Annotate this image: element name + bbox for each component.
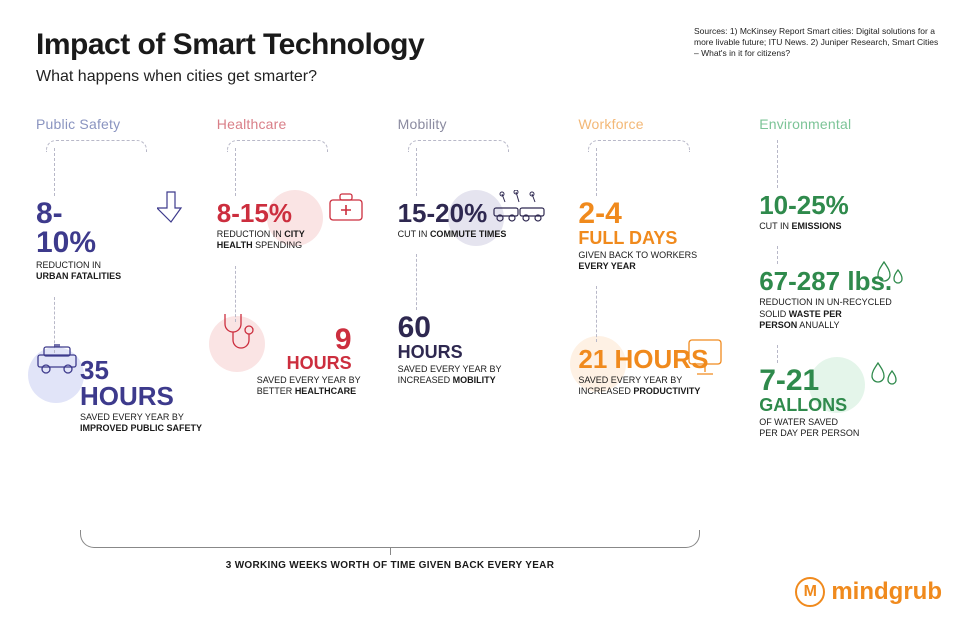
stat-value: 35 HOURS (80, 357, 205, 409)
connector-branch (408, 140, 509, 152)
droplets-icon (874, 258, 908, 299)
stat-description: SAVED EVERY YEAR BYIMPROVED PUBLIC SAFET… (80, 412, 205, 435)
connector-branch (588, 140, 689, 152)
page-subtitle: What happens when cities get smarter? (36, 68, 970, 86)
logo-bulb-icon: M (795, 577, 825, 607)
stat-value-line: FULL DAYS (578, 229, 747, 247)
stat-description: REDUCTION IN CITYHEALTH SPENDING (217, 229, 367, 252)
stat-block: 15-20%CUT IN COMMUTE TIMES (398, 196, 567, 254)
column-title: Mobility (398, 116, 567, 132)
stat-block: 60HOURS SAVED EVERY YEAR BYINCREASED MOBI… (398, 310, 567, 400)
connector-line (596, 148, 597, 196)
columns-container: Public Safety 8-10%REDUCTION INURBAN FATA… (0, 86, 970, 453)
stat-value-line: 2-4 (578, 200, 747, 229)
stat-value: 9HOURS (257, 326, 386, 373)
arrow-down-icon (157, 190, 185, 229)
column-public_safety: Public Safety 8-10%REDUCTION INURBAN FATA… (36, 116, 217, 453)
connector-line (777, 246, 778, 264)
stat-block: 8-10%REDUCTION INURBAN FATALITIES (36, 196, 205, 297)
stat-block: 67-287 lbs.REDUCTION IN UN-RECYCLEDSOLID… (759, 264, 928, 345)
stat-value-line: 60 (398, 314, 567, 343)
stat-description: REDUCTION IN UN-RECYCLEDSOLID WASTE PERP… (759, 297, 909, 331)
column-title: Healthcare (217, 116, 386, 132)
stat-value-line: HOURS (257, 354, 352, 372)
stat-block: 9HOURSSAVED EVERY YEAR BYBETTER HEALTHCA… (217, 322, 386, 412)
connector-line (416, 148, 417, 196)
connector-line (596, 286, 597, 342)
column-healthcare: Healthcare 8-15%REDUCTION IN CITYHEALTH S… (217, 116, 398, 453)
stat-value-line: 10-25% (759, 192, 928, 218)
logo-text: mindgrub (831, 578, 942, 606)
connector-line (777, 140, 778, 188)
sources-text: Sources: 1) McKinsey Report Smart cities… (694, 26, 944, 59)
column-title: Public Safety (36, 116, 205, 132)
connector-branch (227, 140, 328, 152)
connector-branch (46, 140, 147, 152)
stat-description: OF WATER SAVEDPER DAY PER PERSON (759, 417, 909, 440)
stat-value-line: 10% (36, 229, 205, 258)
monitor-icon (683, 336, 727, 383)
stat-value: 7-21GALLONS (759, 367, 928, 414)
police-car-icon (32, 343, 82, 380)
connector-line (416, 254, 417, 310)
stat-block: 8-15%REDUCTION IN CITYHEALTH SPENDING (217, 196, 386, 266)
stat-value-line: HOURS (398, 343, 567, 361)
stat-value: 60HOURS (398, 314, 567, 361)
stat-block: 35 HOURS SAVED EVERY YEAR BYIMPROVED PUBL… (36, 353, 205, 449)
stethoscope-icon (217, 310, 257, 357)
stat-block: 21 HOURSSAVED EVERY YEAR BYINCREASED PRO… (578, 342, 747, 412)
stat-description: CUT IN COMMUTE TIMES (398, 229, 548, 240)
logo: M mindgrub (795, 577, 942, 607)
brace-line (80, 530, 700, 548)
stat-block: 10-25% CUT IN EMISSIONS (759, 188, 928, 246)
connector-line (54, 148, 55, 196)
stat-block: 2-4FULL DAYS GIVEN BACK TO WORKERSEVERY Y… (578, 196, 747, 286)
column-title: Workforce (578, 116, 747, 132)
stat-value-line: 7-21 (759, 367, 928, 396)
stat-value-line: GALLONS (759, 396, 928, 414)
droplets-icon (868, 359, 902, 400)
column-title: Environmental (759, 116, 928, 132)
summary-brace: 3 WORKING WEEKS WORTH OF TIME GIVEN BACK… (80, 530, 700, 571)
connector-line (235, 148, 236, 196)
stat-description: CUT IN EMISSIONS (759, 221, 909, 232)
cars-icon (492, 190, 546, 229)
stat-description: REDUCTION INURBAN FATALITIES (36, 260, 186, 283)
stat-value-line: 9 (257, 326, 352, 355)
stat-value-line: 35 HOURS (80, 357, 205, 409)
column-mobility: Mobility 15-20%CUT IN COMMUTE TIMES 60HOUR… (398, 116, 579, 453)
column-environmental: Environmental 10-25% CUT IN EMISSIONS 67-28… (759, 116, 940, 453)
column-workforce: Workforce 2-4FULL DAYS GIVEN BACK TO WORKE… (578, 116, 759, 453)
stat-description: SAVED EVERY YEAR BYBETTER HEALTHCARE (257, 375, 386, 398)
stat-block: 7-21GALLONS OF WATER SAVEDPER DAY PER PER… (759, 363, 928, 453)
stat-value: 10-25% (759, 192, 928, 218)
stat-description: GIVEN BACK TO WORKERSEVERY YEAR (578, 250, 728, 273)
brace-label: 3 WORKING WEEKS WORTH OF TIME GIVEN BACK… (80, 560, 700, 571)
stat-value: 2-4FULL DAYS (578, 200, 747, 247)
medkit-icon (326, 190, 366, 229)
stat-description: SAVED EVERY YEAR BYINCREASED MOBILITY (398, 364, 548, 387)
connector-line (777, 345, 778, 363)
